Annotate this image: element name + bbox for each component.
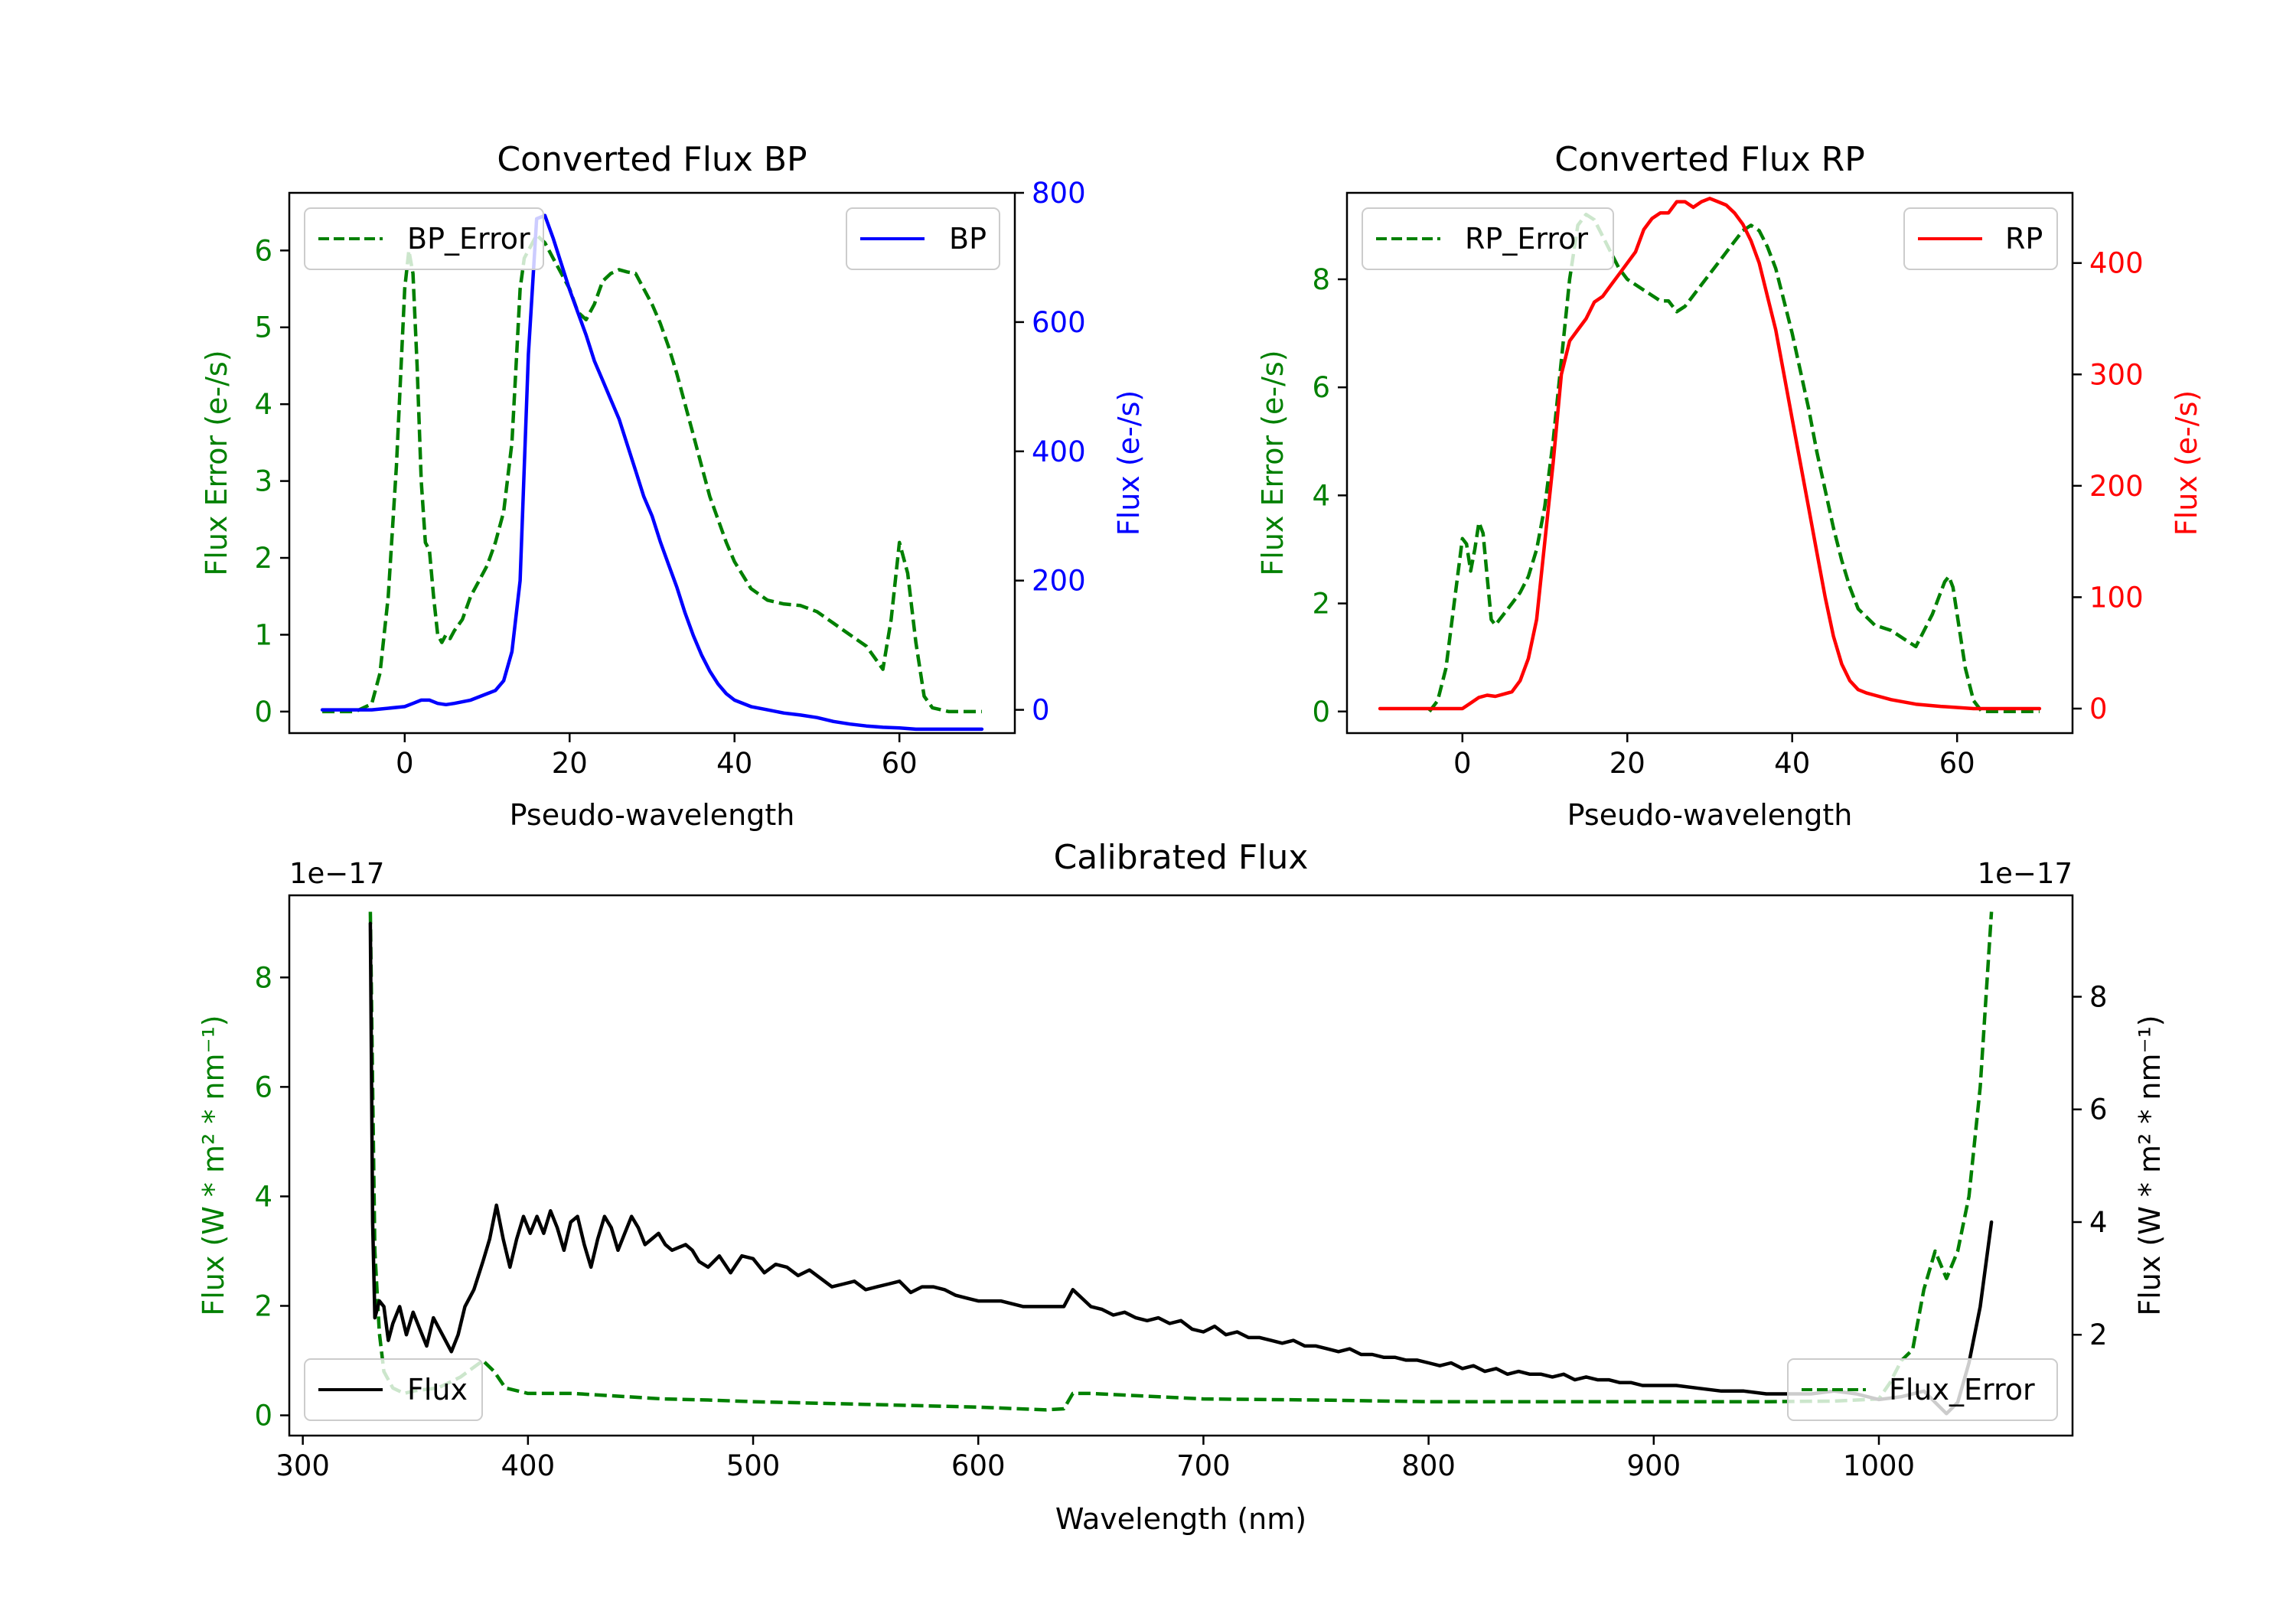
rp-x-tick-label: 40 — [1774, 747, 1810, 780]
bp-x-ticks: 0 20 40 60 — [396, 733, 918, 780]
bp-right-y-tick-label: 0 — [1032, 694, 1050, 727]
rp-left-y-tick-label: 8 — [1312, 263, 1330, 296]
rp-right-y-tick-label: 0 — [2089, 693, 2108, 725]
bp-legend-right: BP — [846, 207, 1000, 270]
bp-title: Converted Flux BP — [497, 140, 807, 179]
rp-left-y-tick-label: 2 — [1312, 588, 1330, 621]
calibrated-right-y-tick-label: 8 — [2089, 981, 2108, 1014]
rp-left-y-ticks: 0 2 4 6 8 — [1312, 263, 1347, 729]
calibrated-left-y-tick-label: 4 — [254, 1180, 272, 1213]
calibrated-left-y-ticks: 0 2 4 6 8 — [254, 961, 289, 1433]
calibrated-panel: Calibrated Flux 1e−17 1e−17 300 400 500 600… — [197, 838, 2167, 1536]
calibrated-x-ticks: 300 400 500 600 700 800 900 1000 — [276, 1436, 1915, 1482]
flux-legend-label: Flux — [407, 1373, 468, 1407]
calibrated-right-y-ticks: 2 4 6 8 — [2073, 981, 2108, 1351]
bp-x-tick-label: 40 — [716, 747, 752, 780]
bp-right-y-tick-label: 400 — [1032, 435, 1086, 468]
calibrated-left-y-label: Flux (W * m² * nm⁻¹) — [197, 1015, 230, 1315]
calibrated-left-offset-text: 1e−17 — [289, 857, 384, 890]
calibrated-x-tick-label: 600 — [951, 1449, 1006, 1482]
calibrated-legend-right: Flux_Error — [1787, 1358, 2058, 1421]
calibrated-right-y-tick-label: 2 — [2089, 1319, 2108, 1351]
calibrated-right-y-tick-label: 6 — [2089, 1094, 2108, 1126]
calibrated-flux-error-line — [368, 911, 1994, 1412]
calibrated-left-y-tick-label: 8 — [254, 961, 272, 994]
bp-left-y-tick-label: 3 — [254, 465, 272, 498]
bp-axes-frame — [288, 191, 1016, 735]
calibrated-right-y-label: Flux (W * m² * nm⁻¹) — [2133, 1015, 2167, 1315]
rp-axes-frame — [1345, 191, 2074, 735]
rp-x-label: Pseudo-wavelength — [1567, 798, 1853, 832]
bp-right-y-label: Flux (e-/s) — [1112, 390, 1146, 536]
calibrated-left-y-tick-label: 2 — [254, 1289, 272, 1322]
calibrated-axes-frame — [288, 894, 2074, 1437]
rp-left-y-label: Flux Error (e-/s) — [1256, 350, 1290, 575]
rp-right-y-label: Flux (e-/s) — [2170, 390, 2203, 536]
rp-left-y-tick-label: 4 — [1312, 479, 1330, 512]
calibrated-x-tick-label: 500 — [726, 1449, 781, 1482]
bp-legend-left: BP_Error — [304, 207, 544, 270]
bp-series — [320, 214, 984, 732]
calibrated-series — [368, 911, 1994, 1416]
rp-legend-left: RP_Error — [1362, 207, 1614, 270]
bp-panel: Converted Flux BP 0 20 40 60 0 1 2 3 4 5 6 0 200 40… — [200, 140, 1146, 832]
calibrated-x-tick-label: 300 — [276, 1449, 330, 1482]
calibrated-x-label: Wavelength (nm) — [1055, 1502, 1306, 1536]
rp-right-y-ticks: 0 100 200 300 400 — [2073, 247, 2144, 725]
bp-x-tick-label: 20 — [552, 747, 588, 780]
rp-series — [1378, 197, 2042, 714]
bp-right-y-tick-label: 800 — [1032, 177, 1086, 210]
calibrated-x-tick-label: 900 — [1626, 1449, 1681, 1482]
rp-x-tick-label: 60 — [1939, 747, 1975, 780]
rp-right-y-tick-label: 100 — [2089, 581, 2144, 614]
bp-x-tick-label: 60 — [882, 747, 918, 780]
calibrated-x-tick-label: 1000 — [1843, 1449, 1915, 1482]
rp-x-tick-label: 0 — [1453, 747, 1472, 780]
bp-right-y-ticks: 0 200 400 600 800 — [1015, 177, 1086, 727]
bp-left-y-tick-label: 4 — [254, 388, 272, 421]
bp-right-y-tick-label: 200 — [1032, 565, 1086, 598]
bp-left-y-tick-label: 1 — [254, 618, 272, 651]
calibrated-left-y-tick-label: 0 — [254, 1400, 272, 1433]
bp-bp-error-line — [322, 233, 982, 714]
bp-legend-label: BP — [949, 222, 987, 256]
calibrated-x-tick-label: 700 — [1176, 1449, 1231, 1482]
bp-left-y-label: Flux Error (e-/s) — [200, 350, 233, 575]
rp-x-ticks: 0 20 40 60 — [1453, 733, 1975, 780]
calibrated-x-tick-label: 400 — [501, 1449, 556, 1482]
flux-error-legend-label: Flux_Error — [1889, 1373, 2035, 1407]
rp-title: Converted Flux RP — [1554, 140, 1865, 179]
calibrated-title: Calibrated Flux — [1054, 838, 1309, 877]
rp-legend-right: RP — [1903, 207, 2058, 270]
calibrated-right-offset-text: 1e−17 — [1978, 857, 2073, 890]
calibrated-legend-left: Flux — [304, 1358, 483, 1421]
rp-panel: Converted Flux RP 0 20 40 60 0 2 4 6 8 0 100 200 3… — [1256, 140, 2203, 832]
bp-left-y-tick-label: 6 — [254, 234, 272, 267]
bp-x-tick-label: 0 — [396, 747, 414, 780]
bp-left-y-tick-label: 0 — [254, 696, 272, 729]
bp-left-y-ticks: 0 1 2 3 4 5 6 — [254, 234, 289, 729]
bp-x-label: Pseudo-wavelength — [510, 798, 795, 832]
bp-right-y-tick-label: 600 — [1032, 306, 1086, 339]
rp-right-y-tick-label: 300 — [2089, 358, 2144, 391]
rp-right-y-tick-label: 200 — [2089, 470, 2144, 503]
rp-rp-line — [1378, 197, 2042, 711]
rp-legend-label: RP — [2005, 222, 2043, 256]
bp-error-legend-label: BP_Error — [407, 222, 530, 256]
calibrated-flux-line — [368, 921, 1994, 1416]
bp-bp-line — [320, 214, 984, 732]
rp-left-y-tick-label: 6 — [1312, 371, 1330, 404]
rp-right-y-tick-label: 400 — [2089, 247, 2144, 280]
rp-left-y-tick-label: 0 — [1312, 696, 1330, 729]
bp-left-y-tick-label: 5 — [254, 311, 272, 344]
rp-x-tick-label: 20 — [1609, 747, 1645, 780]
rp-rp-error-line — [1427, 212, 2040, 714]
rp-error-legend-label: RP_Error — [1465, 222, 1588, 256]
calibrated-left-y-tick-label: 6 — [254, 1071, 272, 1103]
calibrated-x-tick-label: 800 — [1401, 1449, 1456, 1482]
calibrated-right-y-tick-label: 4 — [2089, 1206, 2108, 1239]
bp-left-y-tick-label: 2 — [254, 542, 272, 575]
